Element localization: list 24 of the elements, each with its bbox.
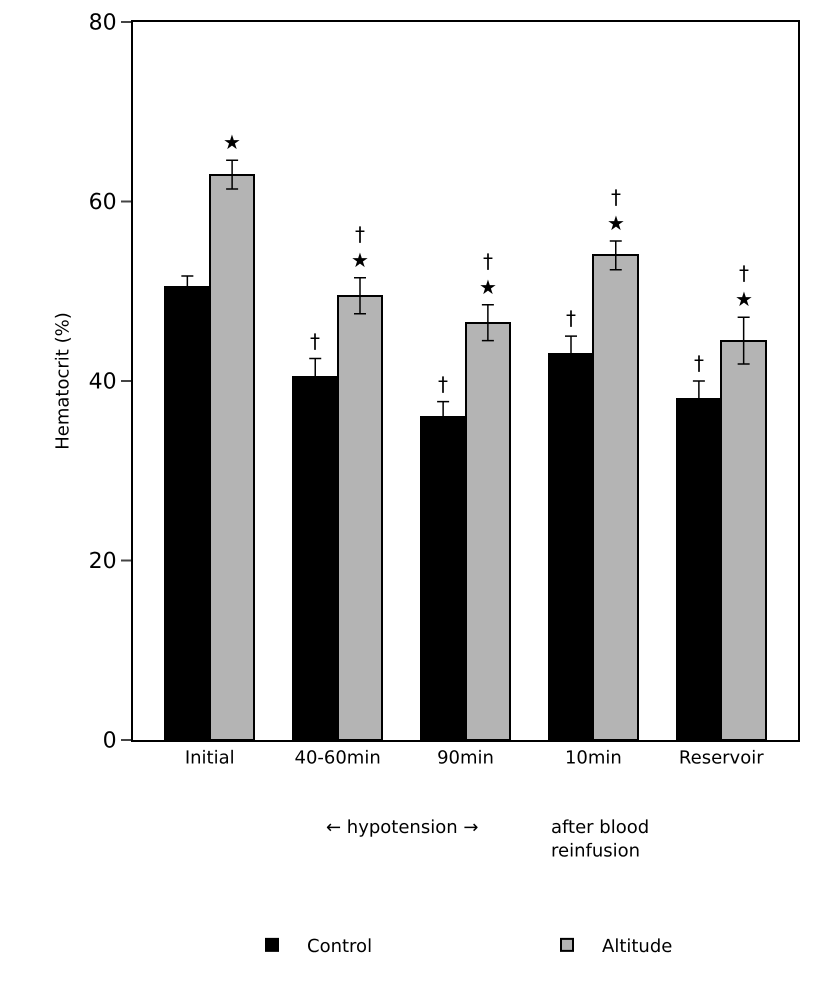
y-tick-label: 80 — [88, 10, 117, 36]
x-tick-label: Initial — [184, 748, 235, 769]
annotation: † — [566, 306, 576, 330]
annotation: † — [310, 329, 320, 353]
x-tick-label: Reservoir — [678, 748, 764, 769]
x-tick-label: 10min — [564, 748, 622, 769]
annotation: † ★ — [607, 185, 625, 235]
y-tick-label: 0 — [102, 728, 117, 754]
text: ← hypotension → — [326, 817, 478, 838]
y-tick-label: 20 — [88, 549, 117, 574]
legend-label: Altitude — [602, 936, 672, 957]
y-tick-label: 60 — [88, 190, 117, 216]
annotation: † ★ — [351, 222, 369, 272]
annotation: ★ — [223, 130, 241, 154]
x-tick-label: 40-60min — [294, 748, 381, 769]
legend-label: Control — [307, 936, 372, 957]
annotation: † ★ — [735, 261, 753, 311]
annotation: † — [694, 351, 704, 375]
annotation: † — [438, 372, 448, 396]
annotation: † ★ — [479, 249, 497, 299]
y-tick-label: 40 — [88, 370, 117, 395]
text: after blood reinfusion — [551, 817, 650, 862]
y-axis-title: Hematocrit (%) — [52, 312, 74, 450]
x-tick-label: 90min — [437, 748, 494, 769]
